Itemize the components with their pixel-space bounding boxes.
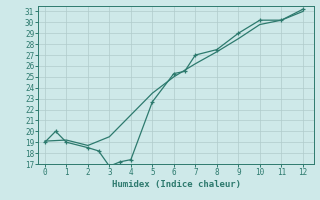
X-axis label: Humidex (Indice chaleur): Humidex (Indice chaleur) <box>111 180 241 189</box>
